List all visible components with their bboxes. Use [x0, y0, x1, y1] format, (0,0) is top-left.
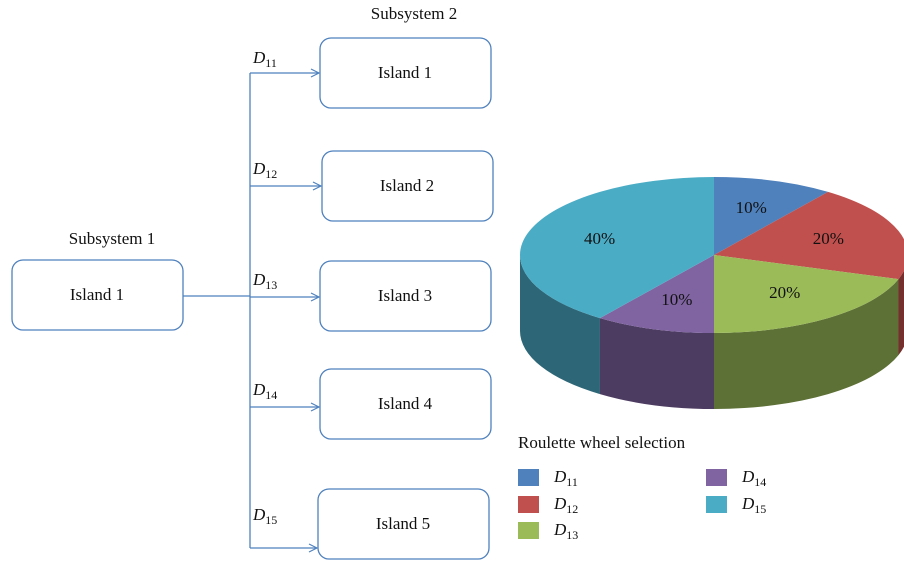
- edge-label: D14: [252, 380, 277, 402]
- pie-slice: [714, 191, 904, 280]
- target-box: [321, 150, 494, 222]
- subscript: 14: [754, 475, 766, 489]
- pie-slice: [714, 177, 829, 255]
- target-box: [319, 368, 492, 440]
- subsystem-title: Subsystem 2: [371, 4, 457, 23]
- data-label: 10%: [661, 290, 692, 309]
- legend-label: D15: [741, 494, 766, 516]
- pie-side: [599, 318, 714, 409]
- target-box: [319, 37, 492, 109]
- symbol: D: [252, 380, 266, 399]
- subscript: 15: [754, 502, 766, 516]
- legend-swatch: [518, 496, 539, 513]
- symbol: D: [252, 48, 266, 67]
- target-box: [317, 488, 490, 560]
- data-label: 20%: [813, 229, 844, 248]
- legend-label: D11: [553, 467, 578, 489]
- box-label: Island 4: [378, 394, 433, 413]
- edge-label: D15: [252, 505, 277, 527]
- symbol: D: [553, 494, 567, 513]
- box-label: Island 2: [380, 176, 434, 195]
- symbol: D: [252, 505, 266, 524]
- edge-label: D11: [252, 48, 277, 70]
- diagram: Subsystem 1 Island 1 Subsystem 2 Island …: [11, 4, 494, 560]
- pie-slice: [714, 255, 899, 333]
- symbol: D: [741, 494, 755, 513]
- pie-side: [898, 270, 904, 356]
- pie-slice: [599, 255, 714, 333]
- symbol: D: [553, 520, 567, 539]
- subscript: 13: [566, 528, 578, 542]
- data-label: 40%: [584, 229, 615, 248]
- subscript: 15: [265, 513, 277, 527]
- pie-side: [714, 279, 899, 409]
- subscript: 12: [566, 502, 578, 516]
- edge-label: D13: [252, 270, 277, 292]
- source-box: [11, 259, 184, 331]
- legend-swatch: [518, 469, 539, 486]
- pie-slice: [519, 177, 714, 319]
- legend-label: D13: [553, 520, 578, 542]
- symbol: D: [741, 467, 755, 486]
- target-box: [319, 260, 492, 332]
- symbol: D: [252, 270, 266, 289]
- data-label: 20%: [769, 283, 800, 302]
- legend-title: Roulette wheel selection: [518, 433, 686, 452]
- data-label: 10%: [736, 198, 767, 217]
- legend-label: D12: [553, 494, 578, 516]
- subscript: 12: [265, 167, 277, 181]
- box-label: Island 5: [376, 514, 430, 533]
- subscript: 14: [265, 388, 277, 402]
- legend-swatch: [706, 496, 727, 513]
- legend-swatch: [706, 469, 727, 486]
- box-label: Island 1: [70, 285, 124, 304]
- subscript: 11: [265, 56, 277, 70]
- edge-label: D12: [252, 159, 277, 181]
- box-label: Island 3: [378, 286, 432, 305]
- legend-swatch: [518, 522, 539, 539]
- legend-label: D14: [741, 467, 766, 489]
- symbol: D: [553, 467, 567, 486]
- pie-chart: 10% 20% 20% 10% 40%: [519, 177, 904, 409]
- subscript: 11: [566, 475, 578, 489]
- symbol: D: [252, 159, 266, 178]
- pie-side: [520, 255, 600, 395]
- subscript: 13: [265, 278, 277, 292]
- box-label: Island 1: [378, 63, 432, 82]
- subsystem-title: Subsystem 1: [69, 229, 155, 248]
